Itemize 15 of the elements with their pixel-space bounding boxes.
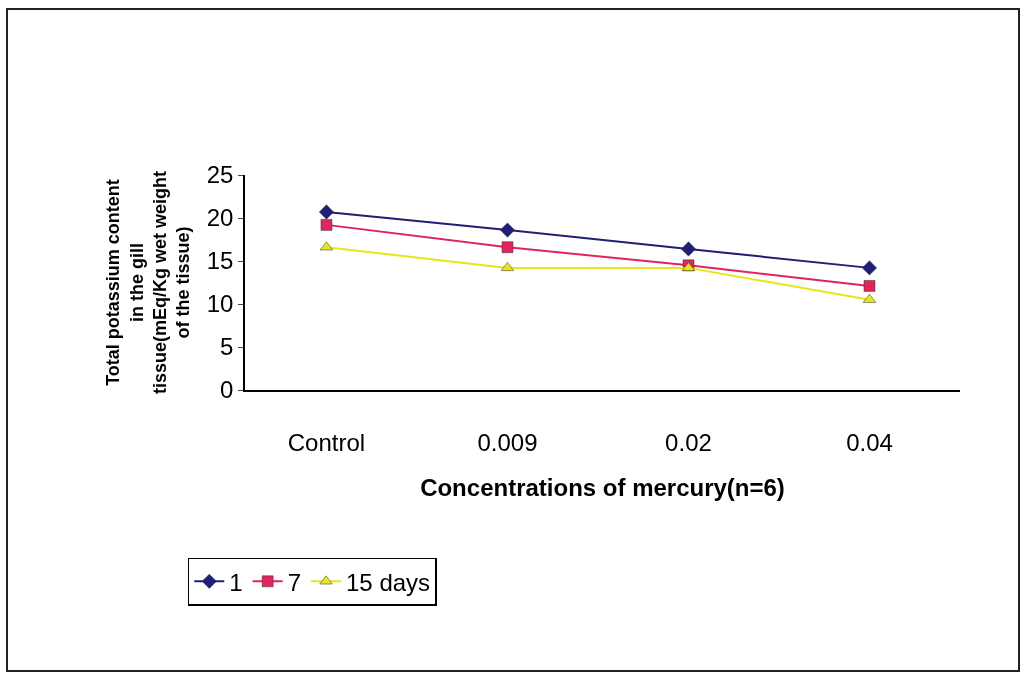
legend-label: 15 days xyxy=(346,568,431,596)
x-tick-label: 0.009 xyxy=(477,428,538,456)
y-axis-title: Total potassium content in the gill tissue(mEq/Kg wet weight of the tissue) xyxy=(103,170,194,395)
y-tick-label: 20 xyxy=(206,204,234,232)
x-tick-label: 0.04 xyxy=(846,428,893,456)
y-tick-label: 0 xyxy=(220,376,234,404)
x-tick-label: Control xyxy=(287,428,366,456)
legend-label: 1 xyxy=(229,568,243,596)
x-tick-label: 0.02 xyxy=(665,428,712,456)
y-tick-label: 25 xyxy=(206,161,234,189)
x-axis-title: Concentrations of mercury(n=6) xyxy=(420,474,785,502)
y-tick-label: 5 xyxy=(220,333,234,361)
y-tick-label: 15 xyxy=(206,247,234,275)
legend-label: 7 xyxy=(287,568,302,596)
y-tick-label: 10 xyxy=(206,290,234,318)
